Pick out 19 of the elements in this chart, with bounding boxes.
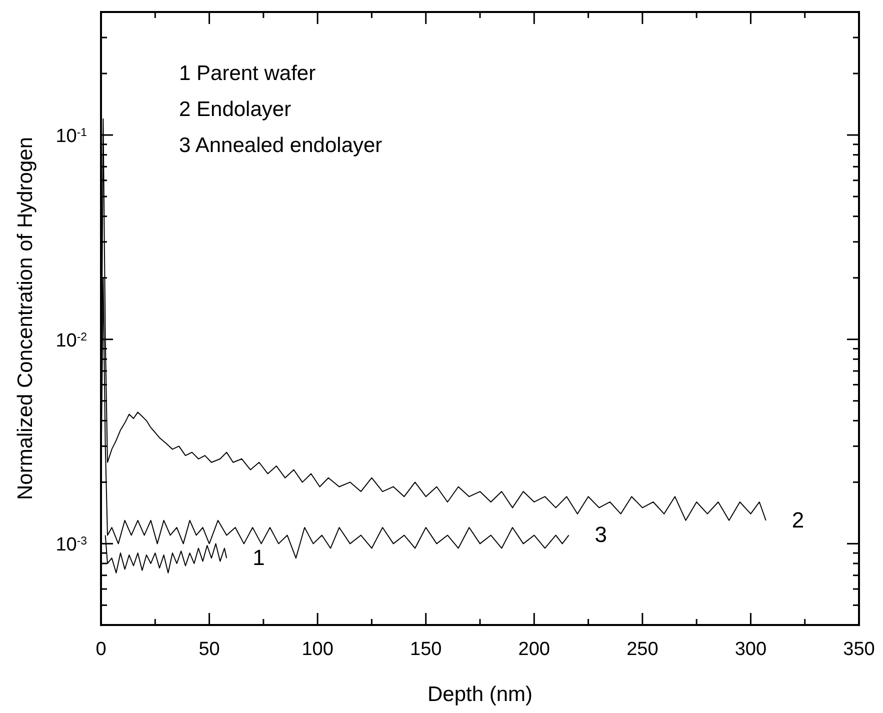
- annotation: 2 Endolayer: [179, 98, 292, 121]
- x-tick-label: 150: [410, 639, 442, 660]
- x-axis-title: Depth (nm): [427, 683, 533, 706]
- x-tick-label: 100: [302, 639, 334, 660]
- x-tick-label: 200: [518, 639, 550, 660]
- y-axis-title: Normalized Concentration of Hydrogen: [14, 136, 37, 500]
- series-label: 1: [252, 545, 265, 570]
- x-tick-label: 50: [198, 639, 220, 660]
- y-tick-label: 10$^{-2}$: [56, 330, 87, 352]
- annotation: 3 Annealed endolayer: [179, 134, 382, 157]
- y-tick-label: 10$^{-1}$: [56, 126, 87, 148]
- annotation: 1 Parent wafer: [179, 62, 316, 85]
- x-tick-label: 350: [843, 639, 875, 660]
- x-tick-label: 250: [626, 639, 658, 660]
- x-tick-label: 0: [96, 639, 106, 660]
- x-tick-label: 300: [734, 639, 767, 660]
- series-label: 2: [792, 507, 804, 532]
- series-label: 3: [594, 522, 608, 548]
- y-tick-label: 10$^{-3}$: [56, 534, 87, 556]
